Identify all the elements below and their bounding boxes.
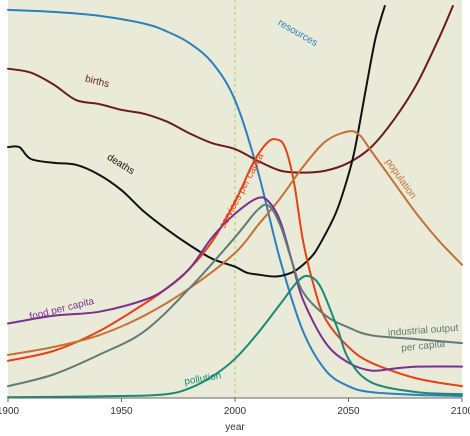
series-line-births [7, 5, 454, 174]
series-line-deaths [7, 5, 386, 278]
x-tick-label-2050: 2050 [337, 406, 360, 417]
series-line-food-per-capita [7, 196, 463, 372]
series-label-industrial-output-per-capita: industrial output [388, 323, 459, 339]
series-line-pollution [7, 274, 463, 399]
series-line-population [7, 130, 463, 356]
series-layer [7, 5, 463, 399]
series-line-services-per-capita [7, 138, 463, 388]
x-tick-label-2000: 2000 [224, 406, 247, 417]
x-axis-title: year [225, 422, 245, 433]
x-tick-label-2100: 2100 [451, 406, 470, 417]
x-axis-ticks: 1900 1950 2000 2050 2100 [0, 398, 470, 417]
x-tick-label-1950: 1950 [110, 406, 133, 417]
series-line-resources [7, 8, 463, 397]
series-label-industrial-output-per-capita-2: per capita [401, 339, 446, 355]
x-tick-label-1900: 1900 [0, 406, 20, 417]
series-line-industrial-output-per-capita [7, 203, 463, 388]
